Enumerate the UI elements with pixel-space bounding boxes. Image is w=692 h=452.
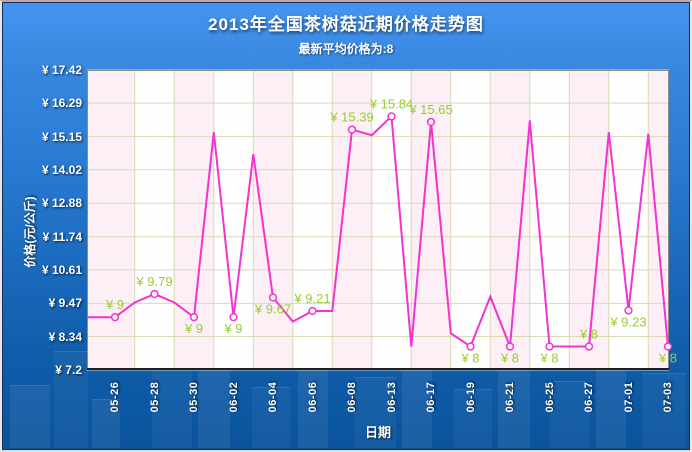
- data-point-label: ¥ 15.84: [369, 96, 413, 111]
- chart-canvas: ¥ 9 ¥ 9.79 ¥ 9 ¥ 9 ¥ 9.67¥ 9.21 ¥ 15.39¥ 15.8…: [87, 69, 677, 371]
- x-axis-tick-label: 06-25: [543, 381, 556, 413]
- x-axis-tick-label: 06-21: [504, 381, 516, 413]
- x-axis-tick-label: 07-03: [662, 381, 674, 413]
- chart-header: 2013年全国茶树菇近期价格走势图 最新平均价格为:8: [2, 10, 690, 57]
- plot-band: [608, 70, 649, 370]
- y-axis-tick-label: ¥ 15.15: [41, 129, 82, 144]
- y-axis-tick-label: ¥ 12.88: [41, 196, 82, 211]
- x-axis-tick-label: 07-01: [622, 381, 635, 413]
- data-point-marker: [426, 117, 436, 127]
- x-axis-tick-label: 06-17: [425, 381, 437, 413]
- chart-subtitle: 最新平均价格为:8: [298, 42, 394, 56]
- plot-band: [569, 70, 609, 370]
- x-axis-tick-label: 06-08: [346, 381, 358, 413]
- plot-band: [450, 70, 491, 370]
- data-point-label: ¥ 8: [579, 327, 598, 342]
- data-point-marker: [624, 306, 633, 315]
- data-point-label: ¥ 15.39: [329, 110, 373, 125]
- data-point-label: ¥ 8: [500, 351, 519, 366]
- data-point-marker: [505, 342, 515, 351]
- x-axis-tick-label: 06-13: [385, 381, 398, 413]
- x-axis-tick-label: 06-06: [306, 381, 319, 413]
- x-axis-tick-label: 06-02: [227, 381, 240, 413]
- data-point-marker: [466, 342, 475, 351]
- y-axis-tick-label: ¥ 17.42: [41, 63, 82, 77]
- plot-band: [490, 70, 530, 370]
- data-point-label: ¥ 9.67: [254, 301, 291, 316]
- data-point-marker: [387, 112, 396, 121]
- data-point-label: ¥ 9.79: [135, 274, 172, 289]
- data-point-label: ¥ 9: [184, 321, 203, 336]
- x-axis-tick-label: 05-28: [148, 381, 161, 413]
- x-axis-tick-label: 06-04: [267, 381, 279, 413]
- x-axis-title: 日期: [364, 425, 391, 440]
- x-axis-tick-label: 06-19: [464, 381, 477, 413]
- data-point-label: ¥ 8: [539, 351, 558, 366]
- plot-band: [253, 70, 293, 370]
- plot-band: [292, 70, 333, 370]
- data-point-label: ¥ 15.65: [408, 102, 452, 117]
- x-axis-tick-label: 06-27: [583, 381, 595, 413]
- data-point-label: ¥ 8: [658, 351, 677, 366]
- data-point-marker: [150, 289, 159, 299]
- data-point-marker: [663, 342, 673, 351]
- plot-area: ¥ 9 ¥ 9.79 ¥ 9 ¥ 9 ¥ 9.67 ¥ 9.21 ¥ 15.39 ¥ 15.8…: [87, 69, 677, 371]
- plot-band: [87, 70, 135, 370]
- y-axis-tick-label: ¥ 7.2: [55, 363, 82, 377]
- data-point-marker: [308, 306, 317, 316]
- data-point-marker: [347, 125, 357, 134]
- data-point-marker: [229, 313, 238, 322]
- y-axis-tick-label: ¥ 11.74: [42, 229, 82, 244]
- plot-band: [332, 70, 372, 370]
- data-point-marker: [268, 293, 278, 302]
- data-point-marker: [110, 313, 120, 322]
- data-point-marker: [545, 342, 554, 351]
- data-point-label: ¥ 9: [105, 297, 124, 312]
- x-axis-tick-label: 05-26: [109, 381, 121, 413]
- y-axis-tick-label: ¥ 8.34: [48, 329, 82, 344]
- y-axis-tick-label: ¥ 14.02: [41, 162, 82, 177]
- data-point-marker: [584, 342, 594, 351]
- y-axis-tick-label: ¥ 9.47: [48, 296, 82, 311]
- data-point-label: ¥ 8: [460, 351, 479, 366]
- x-axis-tick-label: 05-30: [188, 381, 200, 413]
- plot-band: [529, 70, 570, 370]
- y-axis-title: 价格(元/公斤): [23, 196, 37, 268]
- data-point-label: ¥ 9.21: [293, 291, 330, 306]
- y-axis-tick-label: ¥ 10.61: [41, 262, 82, 277]
- data-point-label: ¥ 9.23: [609, 314, 646, 329]
- y-axis-tick-label: ¥ 16.29: [41, 96, 82, 111]
- data-point-marker: [189, 313, 199, 322]
- plot-band: [134, 70, 175, 370]
- data-point-label: ¥ 9: [223, 321, 242, 336]
- chart-title: 2013年全国茶树菇近期价格走势图: [208, 15, 484, 34]
